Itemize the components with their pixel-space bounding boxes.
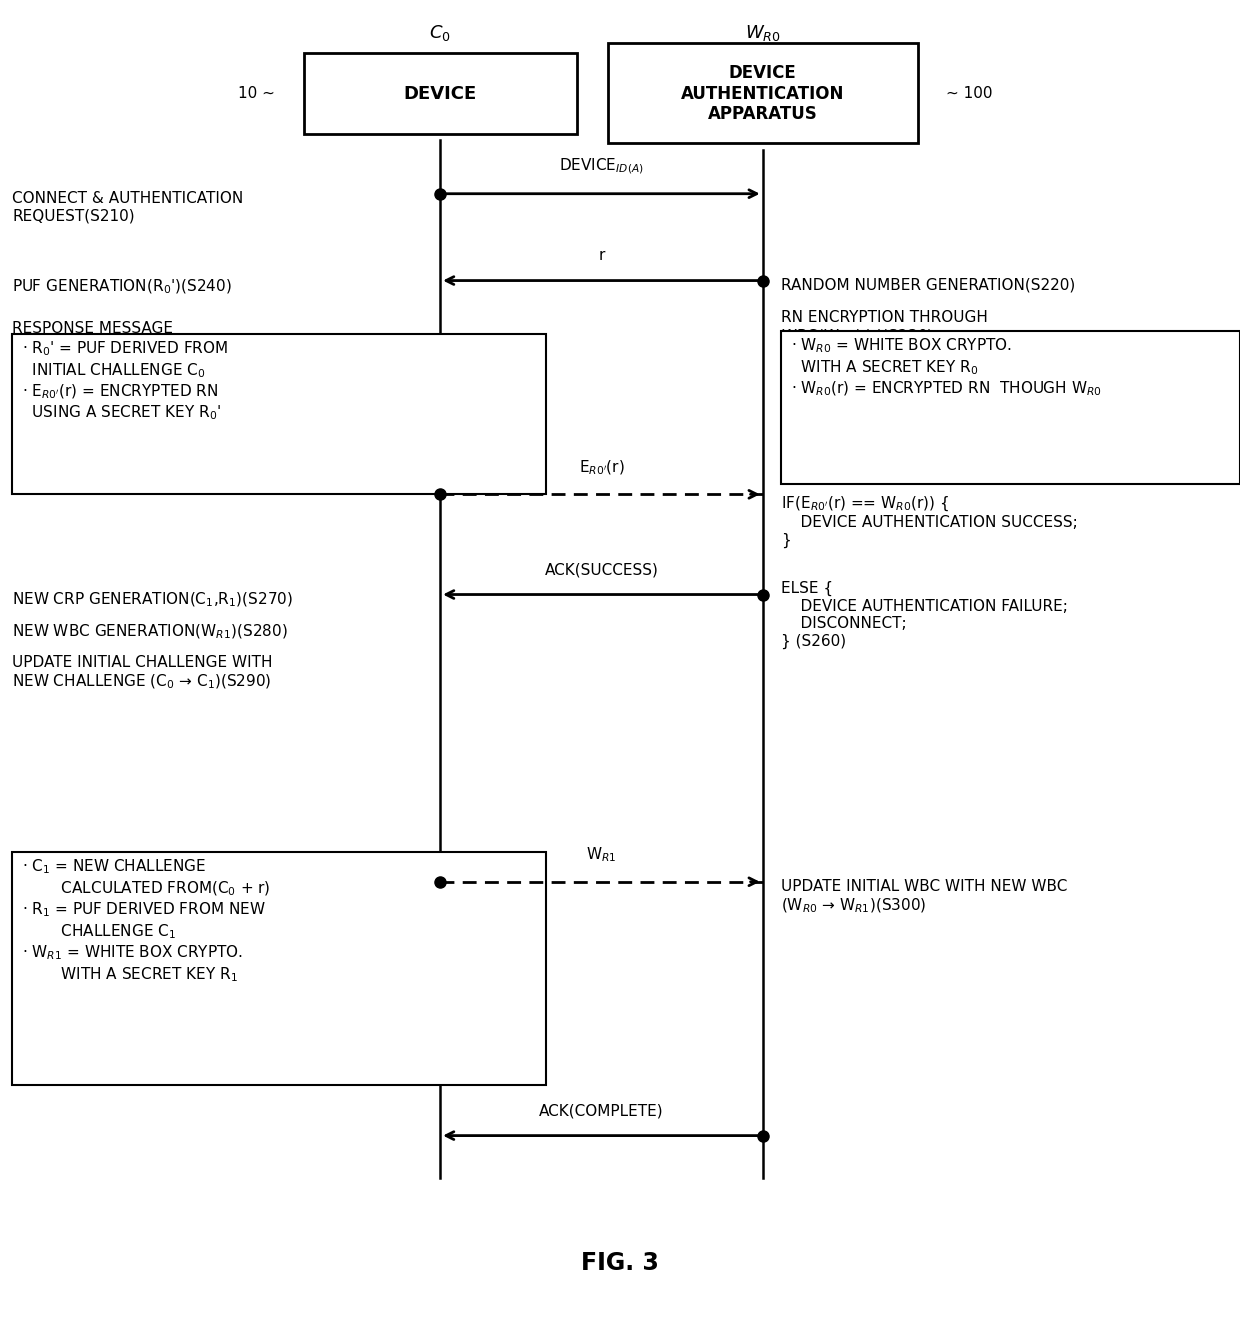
Text: ACK(SUCCESS): ACK(SUCCESS) — [544, 562, 658, 577]
Text: ~ 100: ~ 100 — [946, 86, 992, 102]
Text: UPDATE INITIAL WBC WITH NEW WBC
(W$_{R0}$ → W$_{R1}$)(S300): UPDATE INITIAL WBC WITH NEW WBC (W$_{R0}… — [781, 879, 1068, 915]
Text: 10 ~: 10 ~ — [238, 86, 275, 102]
Text: UPDATE INITIAL CHALLENGE WITH
NEW CHALLENGE (C$_0$ → C$_1$)(S290): UPDATE INITIAL CHALLENGE WITH NEW CHALLE… — [12, 655, 273, 691]
Text: · W$_{R0}$ = WHITE BOX CRYPTO.
  WITH A SECRET KEY R$_0$
· W$_{R0}$(r) = ENCRYPT: · W$_{R0}$ = WHITE BOX CRYPTO. WITH A SE… — [791, 337, 1102, 398]
Polygon shape — [12, 852, 546, 1085]
Text: IF(E$_{R0'}$(r) == W$_{R0}$(r)) {
    DEVICE AUTHENTICATION SUCCESS;
}: IF(E$_{R0'}$(r) == W$_{R0}$(r)) { DEVICE… — [781, 494, 1078, 548]
Polygon shape — [12, 334, 546, 494]
Text: NEW WBC GENERATION(W$_{R1}$)(S280): NEW WBC GENERATION(W$_{R1}$)(S280) — [12, 623, 288, 641]
Text: W$_{R0}$: W$_{R0}$ — [745, 24, 780, 43]
Text: RN ENCRYPTION THROUGH
WBC(W$_{R0}$(r) )(S230): RN ENCRYPTION THROUGH WBC(W$_{R0}$(r) )(… — [781, 310, 988, 346]
Text: · C$_1$ = NEW CHALLENGE
        CALCULATED FROM(C$_0$ + r)
· R$_1$ = PUF DERIVED: · C$_1$ = NEW CHALLENGE CALCULATED FROM(… — [22, 858, 270, 983]
Text: CONNECT & AUTHENTICATION
REQUEST(S210): CONNECT & AUTHENTICATION REQUEST(S210) — [12, 191, 243, 223]
Text: W$_{R1}$: W$_{R1}$ — [587, 846, 616, 864]
Text: FIG. 3: FIG. 3 — [582, 1250, 658, 1275]
Text: r: r — [598, 248, 605, 263]
Text: DEVICE$_{ID(A)}$: DEVICE$_{ID(A)}$ — [559, 156, 644, 176]
Text: DEVICE: DEVICE — [403, 84, 477, 103]
Text: ACK(COMPLETE): ACK(COMPLETE) — [539, 1104, 663, 1118]
Polygon shape — [608, 43, 918, 143]
Polygon shape — [781, 331, 1240, 484]
Text: RANDOM NUMBER GENERATION(S220): RANDOM NUMBER GENERATION(S220) — [781, 278, 1075, 293]
Text: C$_0$: C$_0$ — [429, 24, 451, 43]
Text: RESPONSE MESSAGE
GENERATION(E$_{R0'}$(r))(S250): RESPONSE MESSAGE GENERATION(E$_{R0'}$(r)… — [12, 321, 222, 357]
Text: NEW CRP GENERATION(C$_1$,R$_1$)(S270): NEW CRP GENERATION(C$_1$,R$_1$)(S270) — [12, 591, 294, 609]
Text: ELSE {
    DEVICE AUTHENTICATION FAILURE;
    DISCONNECT;
} (S260): ELSE { DEVICE AUTHENTICATION FAILURE; DI… — [781, 581, 1068, 649]
Text: E$_{R0'}$(r): E$_{R0'}$(r) — [579, 458, 624, 477]
Text: PUF GENERATION(R$_0$')(S240): PUF GENERATION(R$_0$')(S240) — [12, 278, 232, 297]
Polygon shape — [304, 53, 577, 134]
Text: · R$_0$' = PUF DERIVED FROM
  INITIAL CHALLENGE C$_0$
· E$_{R0'}$(r) = ENCRYPTED: · R$_0$' = PUF DERIVED FROM INITIAL CHAL… — [22, 339, 228, 422]
Text: DEVICE
AUTHENTICATION
APPARATUS: DEVICE AUTHENTICATION APPARATUS — [681, 64, 844, 123]
